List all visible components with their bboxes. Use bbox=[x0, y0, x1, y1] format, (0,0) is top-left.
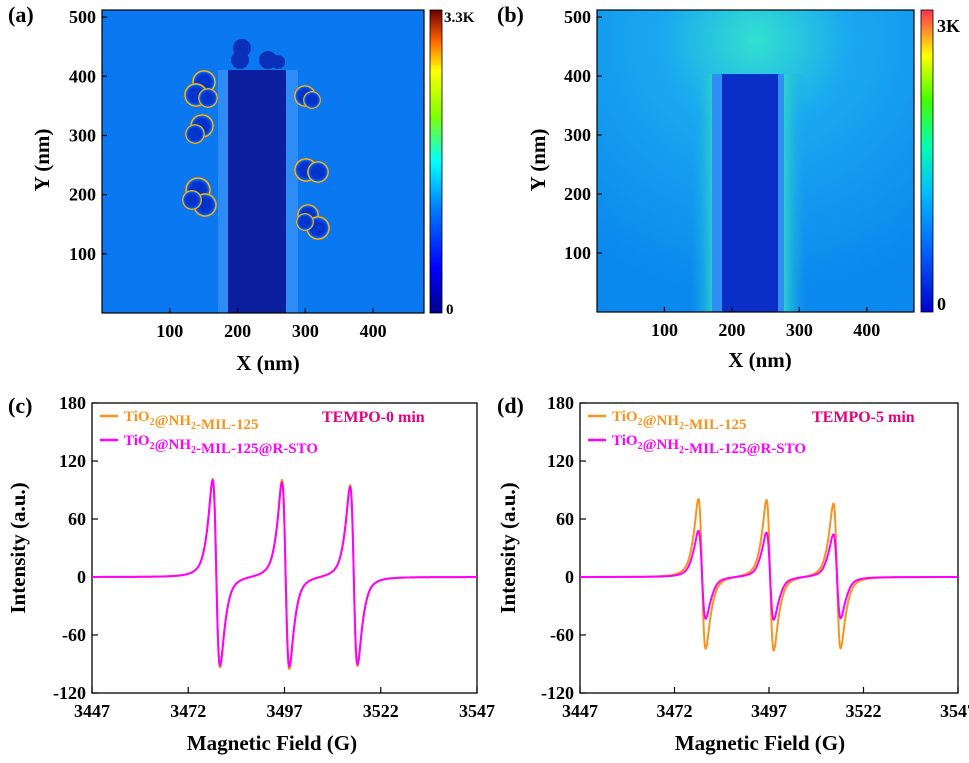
panel-a-frame bbox=[101, 9, 425, 314]
x-tick-label: 400 bbox=[360, 321, 387, 341]
panel-b-colorbar bbox=[920, 9, 934, 313]
panel-c-annotation: TEMPO-0 min bbox=[322, 409, 425, 426]
x-tick-label: 3447 bbox=[562, 701, 598, 721]
panel-a-colorbar-min: 0 bbox=[446, 302, 454, 318]
x-tick-label: 3547 bbox=[940, 701, 969, 721]
y-tick-label: -60 bbox=[62, 625, 86, 645]
panel-a-ticks: 100 200 300 400 100 200 300 400 500 bbox=[69, 7, 387, 341]
panel-b-label: (b) bbox=[497, 2, 524, 27]
panel-d-xlabel: Magnetic Field (G) bbox=[675, 731, 845, 755]
y-tick-label: 200 bbox=[69, 185, 96, 205]
x-tick-label: 3472 bbox=[657, 701, 693, 721]
y-tick-label: 100 bbox=[69, 244, 96, 264]
panel-d-label: (d) bbox=[497, 393, 524, 418]
series-line-0 bbox=[580, 498, 958, 652]
panel-b-colorbar-min: 0 bbox=[937, 294, 946, 314]
panel-b-ylabel: Y (nm) bbox=[526, 129, 550, 192]
panel-a-ylabel: Y (nm) bbox=[30, 129, 54, 192]
y-tick-label: 120 bbox=[547, 451, 574, 471]
panel-b-glow-right bbox=[782, 74, 807, 312]
y-tick-label: 500 bbox=[564, 7, 591, 27]
panel-b-glow-left bbox=[690, 74, 715, 312]
panel-a-colorbar bbox=[429, 9, 443, 314]
panel-a-particles bbox=[182, 39, 330, 240]
x-tick-label: 200 bbox=[224, 321, 251, 341]
panel-c: (c) 3447 3472 3497 3522 3547 -120 -60 0 60 120 180… bbox=[6, 393, 495, 755]
y-tick-label: 500 bbox=[69, 7, 96, 27]
x-tick-label: 3522 bbox=[363, 701, 399, 721]
y-tick-label: 0 bbox=[77, 567, 86, 587]
y-tick-label: 180 bbox=[59, 393, 86, 413]
panel-a-label: (a) bbox=[8, 2, 34, 27]
panel-a-core-rod bbox=[228, 70, 286, 313]
x-tick-label: 3497 bbox=[751, 701, 787, 721]
legend-label: TiO2@NH2-MIL-125@R-STO bbox=[612, 433, 806, 457]
legend-label: TiO2@NH2-MIL-125 bbox=[612, 409, 747, 433]
y-tick-label: 400 bbox=[69, 66, 96, 86]
y-tick-label: 120 bbox=[59, 451, 86, 471]
series-line-1 bbox=[92, 479, 477, 668]
panel-b-xlabel: X (nm) bbox=[728, 348, 792, 372]
x-tick-label: 3447 bbox=[74, 701, 110, 721]
panel-a: (a) 100 200 300 400 100 200 300 400 500 bbox=[8, 2, 475, 375]
panel-a-xlabel: X (nm) bbox=[236, 351, 300, 375]
x-tick-label: 100 bbox=[156, 321, 183, 341]
panel-b: (b) 100 200 300 400 100 200 300 400 500 3K 0 X (… bbox=[497, 2, 960, 372]
x-tick-label: 300 bbox=[292, 321, 319, 341]
x-tick-label: 3522 bbox=[846, 701, 882, 721]
y-tick-label: 0 bbox=[565, 567, 574, 587]
legend-label: TiO2@NH2-MIL-125@R-STO bbox=[124, 433, 318, 457]
panel-a-colorbar-max: 3.3K bbox=[444, 10, 475, 26]
y-tick-label: 300 bbox=[69, 125, 96, 145]
y-tick-label: 300 bbox=[564, 125, 591, 145]
panel-c-plot: 3447 3472 3497 3522 3547 -120 -60 0 60 120 180 TiO2… bbox=[53, 393, 495, 721]
x-tick-label: 200 bbox=[718, 320, 745, 340]
x-tick-label: 100 bbox=[651, 320, 678, 340]
panel-c-ylabel: Intensity (a.u.) bbox=[6, 482, 30, 613]
panel-c-xlabel: Magnetic Field (G) bbox=[187, 731, 357, 755]
panel-d-ylabel: Intensity (a.u.) bbox=[496, 482, 520, 613]
panel-c-label: (c) bbox=[8, 393, 32, 418]
x-tick-label: 300 bbox=[786, 320, 813, 340]
panel-b-colorbar-max: 3K bbox=[937, 16, 960, 36]
y-tick-label: 200 bbox=[564, 184, 591, 204]
panel-d-plot: 3447 3472 3497 3522 3547 -120 -60 0 60 120 180 TiO2… bbox=[541, 393, 969, 721]
y-tick-label: 180 bbox=[547, 393, 574, 413]
y-tick-label: -120 bbox=[53, 683, 86, 703]
x-tick-label: 400 bbox=[853, 320, 880, 340]
panel-d-annotation: TEMPO-5 min bbox=[812, 409, 915, 426]
y-tick-label: 400 bbox=[564, 66, 591, 86]
y-tick-label: -60 bbox=[550, 625, 574, 645]
y-tick-label: 100 bbox=[564, 243, 591, 263]
legend-label: TiO2@NH2-MIL-125 bbox=[124, 409, 259, 433]
y-tick-label: -120 bbox=[541, 683, 574, 703]
panel-b-ticks: 100 200 300 400 100 200 300 400 500 bbox=[564, 7, 880, 340]
series-line-1 bbox=[580, 529, 958, 621]
panel-d: (d) 3447 3472 3497 3522 3547 -120 -60 0 60 120 180… bbox=[496, 393, 969, 755]
y-tick-label: 60 bbox=[68, 509, 86, 529]
x-tick-label: 3547 bbox=[459, 701, 495, 721]
x-tick-label: 3497 bbox=[267, 701, 303, 721]
panel-b-core-rod bbox=[722, 74, 778, 312]
panel-b-frame bbox=[596, 9, 915, 313]
x-tick-label: 3472 bbox=[170, 701, 206, 721]
y-tick-label: 60 bbox=[556, 509, 574, 529]
